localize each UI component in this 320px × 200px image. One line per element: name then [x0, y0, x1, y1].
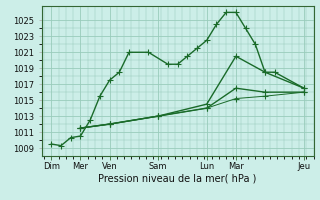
X-axis label: Pression niveau de la mer( hPa ): Pression niveau de la mer( hPa ) — [99, 173, 257, 183]
